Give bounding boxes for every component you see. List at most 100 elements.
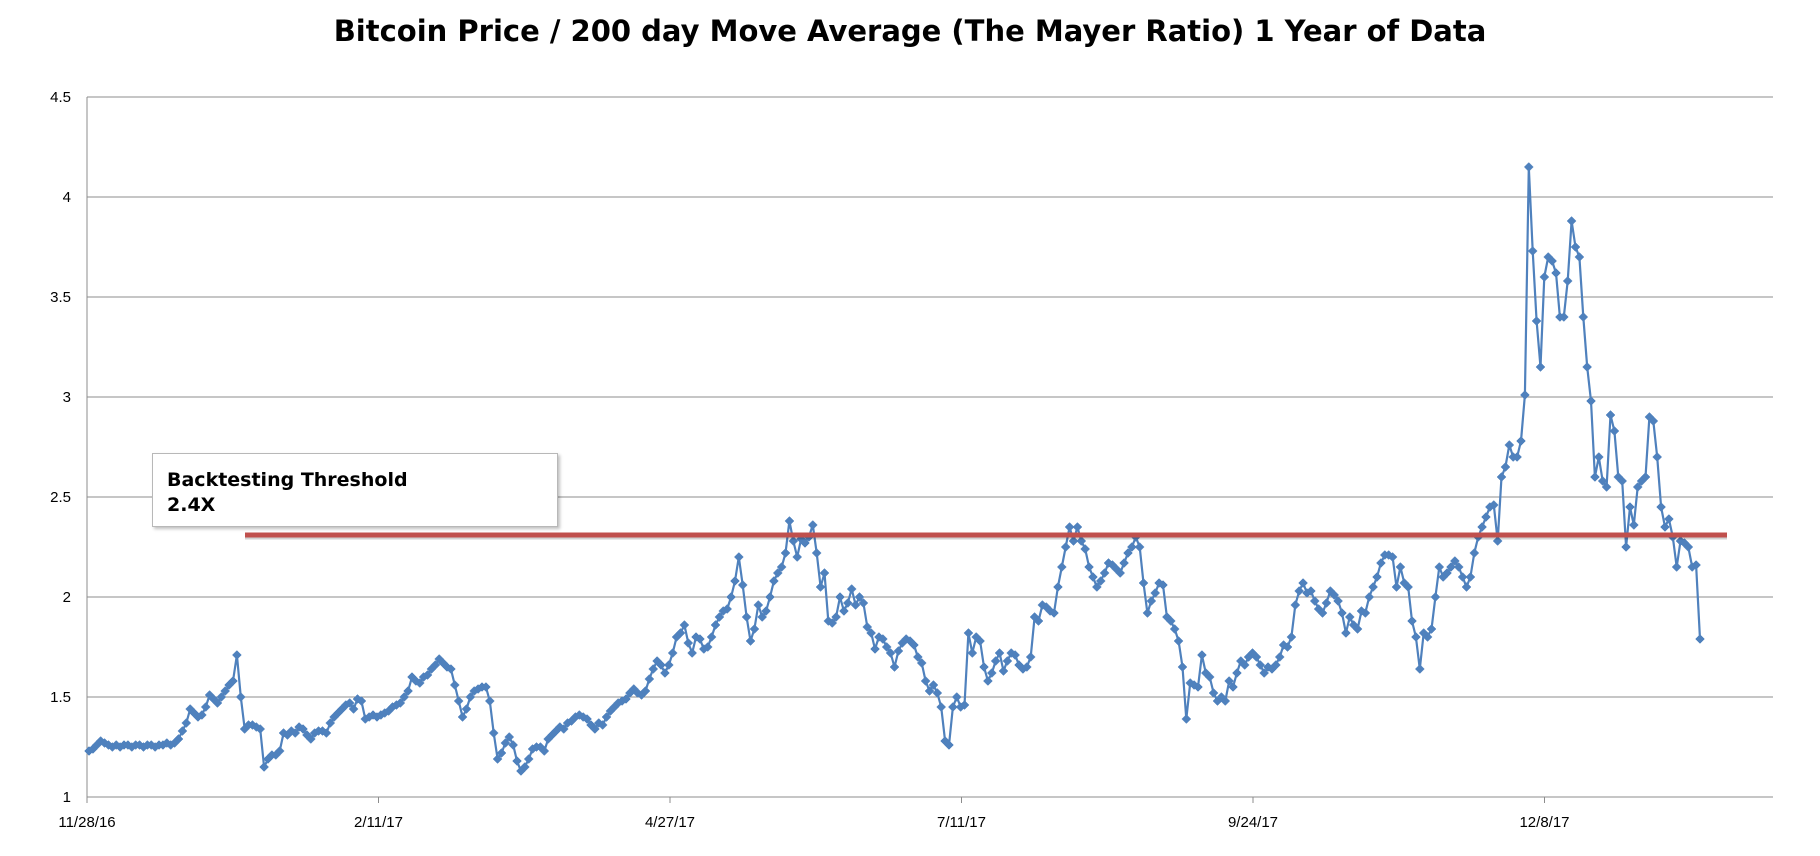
data-point xyxy=(1500,462,1511,472)
data-point xyxy=(835,592,845,602)
data-point xyxy=(508,740,519,750)
data-point xyxy=(1434,562,1445,572)
data-point xyxy=(523,754,534,764)
data-point xyxy=(975,636,985,646)
data-point xyxy=(1068,536,1079,546)
data-point xyxy=(909,640,919,650)
data-point xyxy=(1049,608,1059,618)
data-point xyxy=(784,516,795,526)
data-point xyxy=(1364,592,1375,602)
data-point xyxy=(730,576,740,586)
data-point xyxy=(757,612,768,622)
data-point xyxy=(1002,656,1013,666)
data-point xyxy=(1562,276,1573,286)
data-point xyxy=(1025,652,1036,662)
data-point xyxy=(815,582,826,592)
data-point xyxy=(726,592,736,602)
threshold-layer xyxy=(245,532,1727,540)
data-point xyxy=(1539,272,1550,282)
data-point xyxy=(1150,588,1161,598)
data-point xyxy=(663,660,674,670)
data-point xyxy=(1597,476,1608,486)
data-point xyxy=(1570,242,1581,252)
data-point xyxy=(753,600,764,610)
data-point xyxy=(1422,632,1433,642)
data-point xyxy=(1695,634,1705,644)
data-point xyxy=(893,646,904,656)
data-point xyxy=(1095,576,1106,586)
data-point xyxy=(488,728,499,738)
data-point xyxy=(772,568,783,578)
data-point xyxy=(1181,714,1192,724)
data-point xyxy=(877,634,888,644)
data-point xyxy=(196,710,207,720)
data-point xyxy=(1691,560,1701,570)
data-point xyxy=(1099,568,1110,578)
data-point xyxy=(1481,512,1491,522)
data-point xyxy=(948,702,958,712)
data-point xyxy=(800,538,810,548)
data-point xyxy=(924,686,935,696)
data-point xyxy=(827,618,838,628)
data-point xyxy=(1368,582,1378,592)
data-point xyxy=(1403,582,1414,592)
data-point xyxy=(1053,582,1063,592)
data-point xyxy=(944,740,954,750)
data-point xyxy=(1469,548,1480,558)
data-point xyxy=(1193,682,1203,692)
data-point xyxy=(1566,216,1577,226)
data-point xyxy=(1609,426,1620,436)
data-point xyxy=(870,644,880,654)
data-point xyxy=(1294,586,1305,596)
data-point xyxy=(792,552,803,562)
data-point xyxy=(1395,562,1406,572)
data-point xyxy=(675,628,686,638)
data-point xyxy=(1123,548,1133,558)
data-point xyxy=(811,548,822,558)
data-point xyxy=(1259,668,1270,678)
data-point xyxy=(446,664,456,674)
data-point xyxy=(967,648,978,658)
data-point xyxy=(1660,522,1670,532)
data-point xyxy=(500,738,511,748)
data-point xyxy=(656,660,666,670)
data-point xyxy=(1683,542,1694,552)
data-point xyxy=(1204,672,1215,682)
data-point xyxy=(986,668,997,678)
data-point xyxy=(866,628,877,638)
data-point xyxy=(298,724,308,734)
data-point xyxy=(733,552,744,562)
data-point xyxy=(274,746,285,756)
data-point xyxy=(1376,558,1386,568)
data-point xyxy=(200,702,211,712)
data-point xyxy=(461,704,472,714)
x-tick-label: 2/11/17 xyxy=(354,814,403,831)
data-point xyxy=(1512,452,1522,462)
data-point xyxy=(512,756,522,766)
data-point xyxy=(558,724,569,734)
data-point xyxy=(776,562,787,572)
data-point xyxy=(539,746,550,756)
data-point xyxy=(430,660,441,670)
data-point xyxy=(1220,696,1231,706)
data-point xyxy=(889,662,900,672)
x-tick-labels: 11/28/16 2/11/17 4/27/17 7/11/17 9/24/17 12/8… xyxy=(58,814,1569,831)
data-point xyxy=(1558,312,1569,322)
x-tick-label: 4/27/17 xyxy=(645,814,695,831)
data-point xyxy=(414,678,425,688)
data-point xyxy=(597,720,608,730)
data-point xyxy=(1652,452,1663,462)
data-point xyxy=(356,696,367,706)
data-point xyxy=(1488,500,1499,510)
data-point xyxy=(449,680,460,690)
data-point xyxy=(831,612,841,622)
y-tick-label: 2 xyxy=(63,589,71,606)
data-point xyxy=(1329,590,1340,600)
data-point xyxy=(1496,472,1507,482)
data-point xyxy=(1578,312,1589,322)
data-point xyxy=(1414,664,1425,674)
data-point xyxy=(1021,662,1032,672)
data-point xyxy=(1586,396,1596,406)
data-point xyxy=(839,606,849,616)
data-point xyxy=(1551,268,1561,278)
